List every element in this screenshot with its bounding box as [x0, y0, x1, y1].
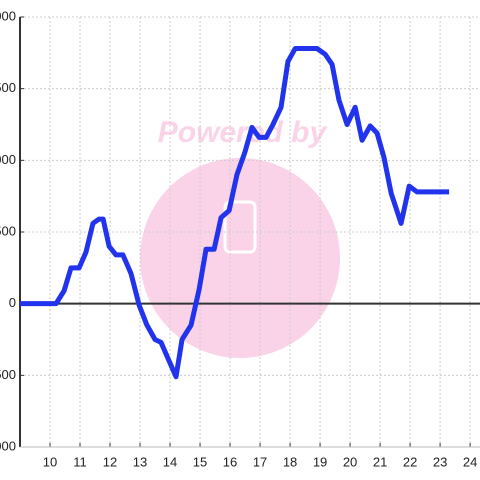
y-tick-label: -1,000	[0, 438, 16, 453]
y-tick-label: 0	[9, 295, 16, 310]
x-tick-label: 20	[343, 454, 357, 469]
y-tick-label: -500	[0, 367, 16, 382]
x-tick-label: 14	[163, 454, 177, 469]
y-tick-label: 1,000	[0, 152, 16, 167]
x-tick-label: 22	[403, 454, 417, 469]
x-tick-label: 15	[193, 454, 207, 469]
x-tick-label: 11	[73, 454, 87, 469]
watermark-icon	[223, 200, 257, 254]
x-tick-label: 19	[313, 454, 327, 469]
x-tick-label: 21	[373, 454, 387, 469]
y-tick-label: 2,000	[0, 8, 16, 23]
x-tick-label: 12	[103, 454, 117, 469]
watermark-text: Powered by	[158, 116, 328, 149]
x-tick-label: 23	[433, 454, 447, 469]
x-tick-label: 24	[463, 454, 477, 469]
x-tick-label: 17	[253, 454, 267, 469]
x-tick-label: 18	[283, 454, 297, 469]
y-tick-label: 1,500	[0, 80, 16, 95]
y-tick-label: 500	[0, 223, 16, 238]
line-series	[20, 46, 450, 380]
watermark-logo	[140, 158, 340, 358]
x-tick-label: 10	[43, 454, 57, 469]
x-tick-label: 13	[133, 454, 147, 469]
x-tick-label: 16	[223, 454, 237, 469]
